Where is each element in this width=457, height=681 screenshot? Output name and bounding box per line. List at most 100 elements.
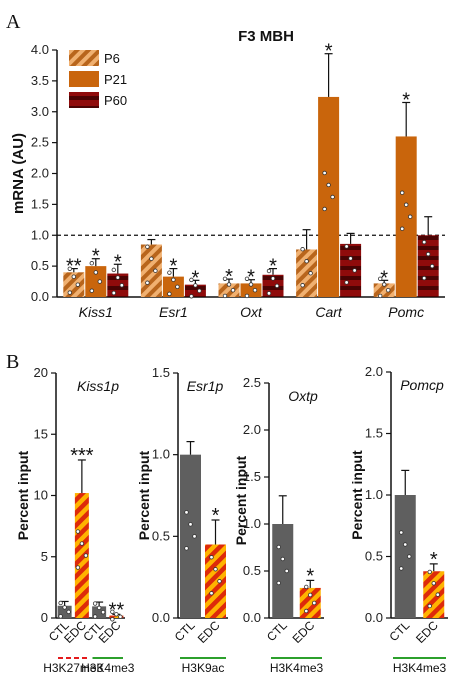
x-tick-label: EDC [413, 618, 441, 646]
data-point [427, 603, 432, 609]
data-point [274, 283, 280, 289]
data-point [399, 566, 404, 571]
y-tick-label: 1.5 [243, 469, 261, 484]
data-point [222, 293, 228, 299]
data-point [252, 288, 258, 293]
data-point [79, 541, 85, 546]
y-tick-label: 2.5 [243, 375, 261, 390]
data-point [270, 276, 276, 281]
data-point [75, 529, 81, 534]
data-point [244, 293, 250, 299]
data-point [92, 614, 98, 619]
data-point [110, 609, 115, 614]
y-tick-label: 3.0 [31, 104, 49, 119]
bar-ctl [92, 606, 107, 618]
significance-mark: * [212, 505, 220, 527]
significance-mark: * [325, 41, 333, 63]
panel-label-a: A [6, 11, 21, 33]
legend-label: P21 [104, 72, 127, 87]
y-tick-label: 1.0 [243, 516, 261, 531]
group-label: H3K27me3 [43, 661, 103, 675]
category-label: Oxt [240, 304, 263, 320]
panel-title: Oxtp [288, 388, 318, 404]
bar-p60 [417, 235, 439, 297]
group-label: H3K4me3 [270, 661, 324, 675]
data-point [312, 600, 317, 606]
bar-p21 [395, 136, 417, 297]
data-point [400, 190, 405, 195]
bar-ctl [394, 495, 416, 618]
data-point [71, 274, 76, 279]
data-point [435, 592, 440, 597]
data-point [153, 268, 158, 273]
data-point [110, 617, 115, 622]
category-label: Pomc [388, 304, 424, 320]
significance-mark: * [306, 565, 314, 587]
data-point [83, 553, 89, 558]
significance-mark: * [269, 256, 277, 278]
y-axis-label: Percent input [349, 450, 365, 540]
data-point [175, 284, 180, 290]
data-point [184, 510, 189, 515]
data-point [304, 584, 309, 590]
x-tick-label: CTL [264, 618, 290, 644]
x-tick-label: CTL [172, 618, 198, 644]
data-point [67, 266, 72, 271]
data-point [89, 288, 94, 293]
data-point [426, 251, 431, 257]
group-label: H3K9ac [182, 661, 225, 675]
data-point [209, 555, 214, 560]
significance-mark: * [170, 256, 178, 278]
y-tick-label: 0.0 [243, 610, 261, 625]
data-point [167, 270, 172, 275]
data-point [119, 283, 124, 288]
data-point [422, 275, 427, 281]
bar-p21 [162, 276, 184, 297]
data-point [66, 609, 71, 615]
bar-p6 [218, 283, 240, 297]
y-axis-label: Percent input [136, 450, 152, 540]
data-point [93, 270, 98, 275]
bar-edc [299, 587, 321, 618]
category-label: Esr1 [159, 304, 188, 320]
data-point [304, 259, 309, 264]
y-tick-label: 1.5 [152, 365, 170, 380]
y-tick-label: 0 [41, 610, 48, 625]
data-point [330, 194, 335, 200]
data-point [322, 206, 327, 212]
data-point [326, 182, 331, 188]
data-point [58, 600, 63, 606]
bar-p60 [340, 243, 362, 297]
data-point [96, 605, 102, 611]
legend-swatch [69, 92, 99, 108]
data-point [58, 614, 63, 619]
data-point [266, 291, 272, 296]
y-tick-label: 10 [34, 488, 48, 503]
y-axis-label: Percent input [233, 455, 249, 545]
y-tick-label: 3.5 [31, 73, 49, 88]
y-tick-label: 2.0 [365, 364, 383, 379]
group-label: H3K4me3 [393, 661, 447, 675]
y-tick-label: 0.5 [365, 549, 383, 564]
data-point [248, 282, 254, 287]
data-point [171, 277, 176, 282]
data-point [75, 282, 80, 287]
significance-mark: ** [109, 599, 125, 621]
data-point [244, 276, 250, 281]
data-point [209, 591, 214, 596]
data-point [213, 567, 218, 572]
data-point [284, 568, 289, 574]
significance-mark: ** [66, 256, 82, 278]
legend-swatch [69, 50, 99, 66]
data-point [167, 291, 172, 297]
bar-edc [205, 544, 226, 618]
data-point [378, 293, 383, 299]
data-point [92, 601, 98, 606]
y-tick-label: 0.0 [31, 289, 49, 304]
data-point [427, 569, 432, 575]
category-label: Kiss1 [79, 304, 113, 320]
significance-mark: * [114, 251, 122, 273]
data-point [149, 256, 154, 261]
significance-mark: * [430, 549, 438, 571]
y-tick-label: 5 [41, 549, 48, 564]
